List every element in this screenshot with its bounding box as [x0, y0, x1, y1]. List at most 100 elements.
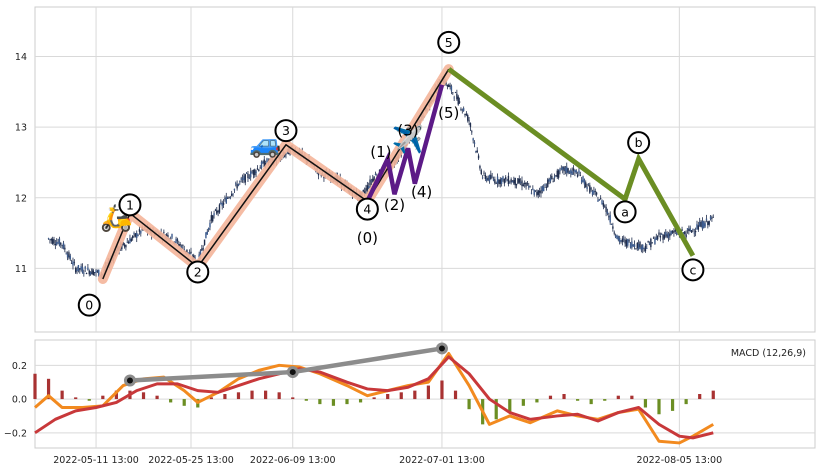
candle-body	[76, 269, 78, 272]
candle-body	[217, 211, 219, 213]
wave-label-circle	[355, 197, 379, 221]
candle-body	[620, 240, 622, 242]
candle-body	[457, 96, 459, 105]
candle-body	[69, 255, 71, 260]
candle-body	[209, 222, 211, 228]
wave-label-circle	[681, 258, 705, 282]
candle-body	[66, 254, 69, 258]
candle-body	[618, 237, 621, 243]
candle-body	[47, 238, 50, 240]
candle-body	[136, 232, 138, 238]
candle-body	[262, 161, 264, 164]
macd-histogram-bar	[318, 399, 322, 405]
macd-histogram-bar	[440, 380, 444, 400]
candle-body	[245, 173, 248, 174]
macd-histogram-bar	[521, 399, 525, 406]
wave-label: 4	[363, 202, 371, 217]
candle-body	[49, 239, 51, 240]
candle-body	[465, 113, 468, 116]
candle-body	[605, 206, 607, 212]
wave-label: 5	[445, 35, 453, 50]
candle-body	[697, 225, 700, 230]
candle-body	[602, 202, 605, 207]
price-y-tick-label: 11	[15, 264, 27, 275]
candle-body	[698, 221, 701, 227]
candle-body	[471, 131, 473, 133]
candle-body	[91, 268, 93, 275]
macd-histogram-bar	[535, 399, 539, 403]
candle-body	[175, 238, 177, 244]
candle-body	[218, 204, 221, 213]
candle-body	[464, 114, 466, 116]
candle-body	[249, 171, 252, 178]
candle-body	[665, 232, 667, 236]
candle-body	[201, 248, 203, 251]
wave-label: (1)	[370, 143, 391, 161]
candle-body	[667, 233, 670, 238]
candle-body	[494, 179, 496, 184]
candle-body	[469, 123, 472, 127]
candle-body	[604, 205, 606, 207]
candle-body	[62, 242, 65, 249]
candle-body	[552, 181, 554, 183]
candle-body	[560, 168, 563, 170]
candle-body	[199, 250, 202, 257]
wave-label: c	[689, 262, 696, 277]
candle-body	[585, 182, 587, 188]
candle-body	[575, 170, 577, 173]
candle-body	[579, 175, 582, 177]
price-plot-area	[34, 6, 816, 333]
candle-body	[525, 182, 527, 187]
candle-body	[621, 238, 624, 243]
candle-body	[68, 252, 70, 258]
candle-body	[506, 180, 508, 182]
macd-histogram-bar	[399, 392, 403, 400]
candle-body	[490, 174, 492, 180]
candle-body	[60, 242, 62, 245]
candle-body	[163, 231, 165, 233]
macd-histogram-bar	[562, 394, 566, 400]
macd-histogram-bar	[684, 399, 688, 405]
candle-body	[475, 151, 477, 152]
candle-body	[449, 85, 451, 87]
macd-histogram-bar	[698, 394, 702, 400]
candle-body	[688, 229, 690, 231]
wave-label: 2	[194, 264, 202, 279]
candle-body	[500, 178, 503, 184]
candle-body	[186, 249, 188, 253]
wave-label: (3)	[397, 122, 418, 140]
macd-histogram-bar	[386, 394, 390, 400]
candle-body	[700, 221, 702, 227]
candle-body	[572, 168, 575, 171]
candle-body	[88, 270, 90, 275]
candle-body	[614, 235, 617, 238]
candle-body	[372, 178, 374, 182]
candle-body	[467, 114, 469, 121]
candle-body	[213, 213, 215, 216]
macd-histogram-bar	[74, 397, 78, 400]
candle-body	[548, 179, 550, 182]
candle-body	[450, 86, 453, 92]
macd-histogram-bar	[358, 399, 363, 403]
wave-label-circle	[627, 131, 651, 155]
candle-body	[228, 197, 230, 199]
candle-body	[468, 120, 470, 122]
candle-body	[220, 202, 222, 204]
candle-body	[655, 237, 657, 240]
candle-body	[517, 178, 519, 184]
candle-body	[629, 243, 632, 248]
wave-label: (5)	[438, 104, 459, 122]
candle-body	[125, 244, 127, 248]
macd-histogram-bar	[643, 399, 648, 408]
candle-body	[193, 255, 195, 260]
macd-histogram-bar	[60, 390, 64, 400]
candle-body	[625, 240, 628, 247]
candle-body	[95, 270, 97, 273]
candle-body	[633, 244, 636, 247]
wave-lines	[97, 64, 696, 285]
macd-histogram-bar	[264, 390, 268, 400]
candle-body	[230, 193, 233, 196]
candle-body	[85, 272, 88, 275]
candle-body	[254, 169, 256, 176]
candle-body	[77, 264, 80, 271]
